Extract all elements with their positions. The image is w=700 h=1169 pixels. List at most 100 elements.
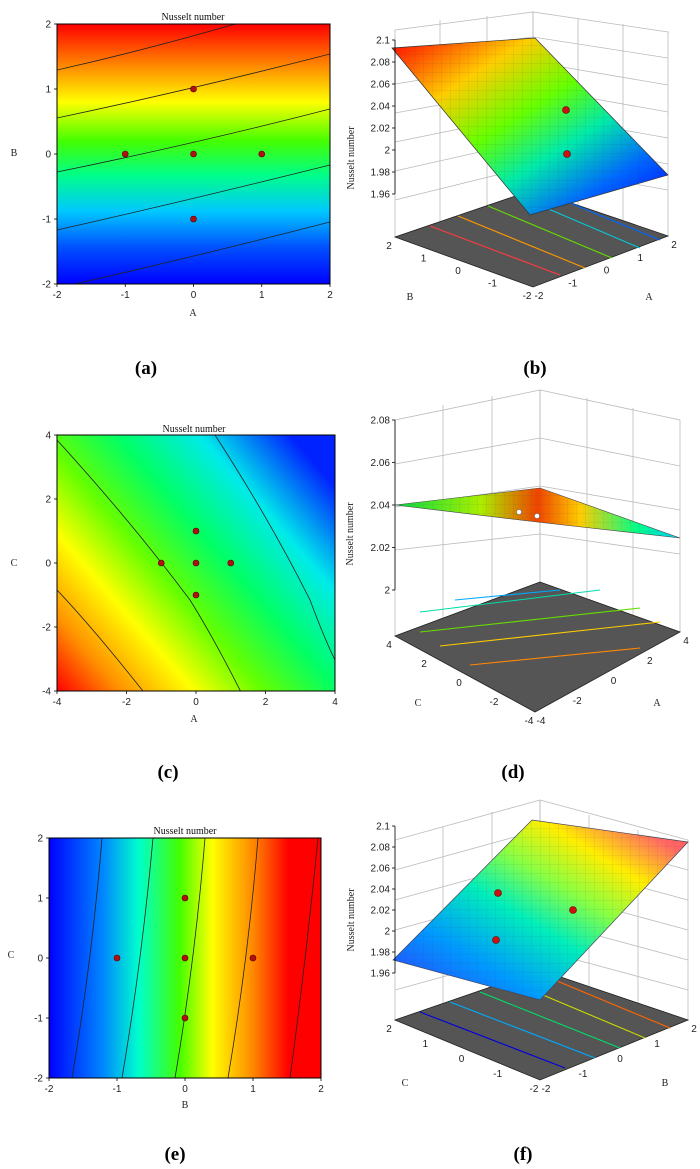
chart-c-y-tick-label: 2 (45, 495, 51, 506)
chart-f-ylabel: C (402, 1078, 409, 1089)
chart-a: Nusselt number -2 -1 0 1 2 -2 -1 0 1 2 A B (11, 12, 334, 319)
chart-a-y-tick-label: -2 (42, 280, 51, 291)
chart-d-surface-mesh (395, 488, 680, 538)
chart-d-x-tick-label: -2 (573, 696, 582, 707)
chart-c-title: Nusselt number (162, 424, 226, 435)
chart-c-x-tick-label: -2 (122, 697, 131, 708)
chart-d-zlabel: Nusselt number (345, 502, 356, 566)
chart-e-design-point (113, 954, 121, 962)
chart-f-ticks: 1.96 1.98 2 2.02 2.04 2.06 2.08 2.1 2 1 0 -1 -2 -2 -1 0… (371, 822, 698, 1096)
chart-f-x-tick-label: 0 (617, 1054, 623, 1065)
chart-d: 2 2.02 2.04 2.06 2.08 4 2 0 -2 -4 -4 -2 0 2 4 C A Nuss… (345, 389, 690, 728)
chart-e-y-tick-label: 2 (37, 834, 43, 845)
caption-c: (c) (157, 762, 178, 783)
chart-d-x-tick-label: -4 (537, 716, 546, 727)
chart-e-ticks: -2 -1 0 1 2 -2 -1 0 1 2 (34, 834, 324, 1096)
chart-b-floor (393, 189, 670, 288)
chart-e-design-point (181, 1014, 189, 1022)
chart-a-xlabel: A (189, 308, 197, 319)
chart-a-y-tick-label: 0 (45, 150, 51, 161)
chart-d-ylabel: C (415, 698, 422, 709)
chart-f-y-tick-label: -2 (530, 1084, 539, 1095)
chart-d-x-tick-label: 2 (647, 656, 653, 667)
chart-a-title: Nusselt number (161, 12, 225, 23)
chart-b-y-tick-label: 0 (455, 266, 461, 277)
chart-a-y-tick-label: -1 (42, 215, 51, 226)
chart-d-design-point (516, 509, 522, 515)
chart-b-z-tick-label: 1.96 (371, 190, 391, 201)
chart-e-title: Nusselt number (153, 826, 217, 837)
chart-e-x-tick-label: -1 (113, 1084, 122, 1095)
chart-c: Nusselt number -4 -2 0 2 4 -4 -2 0 2 4 A C (11, 424, 339, 725)
chart-d-ticks: 2 2.02 2.04 2.06 2.08 4 2 0 -2 -4 -4 -2 0 2 4 (371, 416, 690, 728)
chart-a-ylabel: B (11, 148, 18, 159)
chart-b-x-tick-label: 0 (604, 266, 610, 277)
chart-f-surface-mesh (393, 820, 688, 1000)
chart-e-ylabel: C (8, 950, 15, 961)
chart-e-y-tick-label: 1 (37, 894, 43, 905)
chart-f: 1.96 1.98 2 2.02 2.04 2.06 2.08 2.1 2 1 0 -1 -2 -2 -1 0… (346, 799, 698, 1096)
captions: (a) (b) (c) (d) (e) (f) (135, 358, 547, 1165)
chart-d-x-tick-label: 0 (611, 676, 617, 687)
chart-c-ticks: -4 -2 0 2 4 -4 -2 0 2 4 (42, 431, 338, 709)
chart-f-zlabel: Nusselt number (346, 888, 357, 952)
chart-d-xlabel: A (653, 698, 661, 709)
chart-e-xlabel: B (182, 1100, 189, 1111)
chart-c-x-tick-label: 0 (193, 697, 199, 708)
chart-a-x-tick-label: 2 (327, 290, 333, 301)
chart-d-design-point (534, 513, 540, 519)
chart-d-y-tick-label: -4 (525, 716, 534, 727)
caption-a: (a) (135, 358, 157, 379)
chart-a-points (121, 85, 266, 223)
caption-e: (e) (164, 1144, 185, 1165)
chart-b-ticks: 1.96 1.98 2 2.02 2.04 2.06 2.08 2.1 2 1 0 -1 -2 -2 -1 0… (371, 36, 678, 303)
chart-a-y-tick-label: 1 (45, 85, 51, 96)
chart-c-y-tick-label: 4 (45, 431, 51, 442)
chart-b-design-point (563, 150, 571, 158)
chart-a-x-tick-label: -1 (121, 290, 130, 301)
chart-f-design-point (569, 906, 577, 914)
chart-a-design-point (190, 85, 197, 93)
chart-f-y-tick-label: 1 (422, 1039, 428, 1050)
chart-e-contour-lines (71, 838, 319, 1078)
chart-a-design-point (190, 150, 197, 158)
chart-c-points (157, 527, 235, 599)
chart-d-z-tick-label: 2 (384, 586, 390, 597)
chart-d-floor (394, 581, 681, 713)
chart-d-y-tick-label: 0 (456, 678, 462, 689)
chart-e-y-tick-label: -1 (34, 1014, 43, 1025)
chart-a-design-point (121, 150, 129, 158)
chart-e-x-tick-label: 2 (318, 1084, 324, 1095)
chart-c-design-point (227, 559, 235, 567)
chart-f-x-tick-label: 2 (691, 1024, 697, 1035)
chart-e-x-tick-label: 1 (250, 1084, 256, 1095)
chart-f-design-point (494, 889, 502, 897)
caption-b: (b) (523, 358, 546, 379)
chart-c-design-point (192, 559, 200, 567)
chart-e-points (113, 894, 257, 1022)
chart-f-z-tick-label: 1.96 (371, 969, 391, 980)
chart-f-z-tick-label: 2.08 (371, 843, 391, 854)
caption-d: (d) (501, 762, 524, 783)
chart-d-z-tick-label: 2.08 (371, 416, 391, 427)
chart-a-x-tick-label: 0 (191, 290, 197, 301)
chart-d-x-tick-label: 4 (683, 636, 689, 647)
chart-f-z-tick-label: 1.98 (371, 948, 391, 959)
chart-f-z-tick-label: 2 (384, 927, 390, 938)
chart-a-design-point (190, 215, 197, 223)
chart-f-y-tick-label: 0 (459, 1054, 465, 1065)
chart-a-x-tick-label: 1 (259, 290, 265, 301)
chart-e-x-tick-label: 0 (182, 1084, 188, 1095)
chart-b-ylabel: B (407, 292, 414, 303)
chart-b-x-tick-label: -1 (568, 278, 577, 289)
chart-b-xlabel: A (645, 292, 653, 303)
chart-e-design-point (181, 954, 189, 962)
chart-c-x-tick-label: -4 (53, 697, 62, 708)
chart-f-x-tick-label: -1 (579, 1069, 588, 1080)
chart-b-y-tick-label: -1 (488, 279, 497, 290)
chart-d-y-tick-label: 2 (421, 659, 427, 670)
caption-f: (f) (514, 1144, 533, 1165)
chart-c-design-point (157, 559, 165, 567)
chart-b-x-tick-label: 2 (671, 240, 677, 251)
